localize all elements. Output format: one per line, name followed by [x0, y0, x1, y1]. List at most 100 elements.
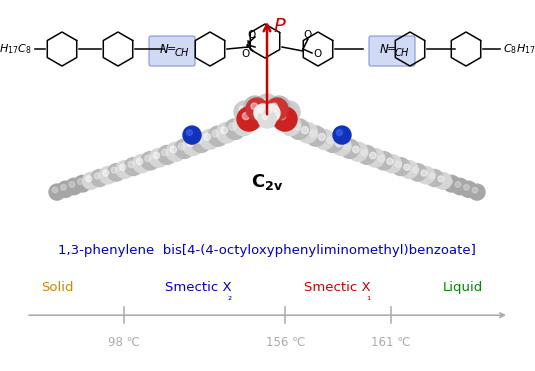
Circle shape	[116, 161, 134, 178]
Circle shape	[464, 184, 469, 190]
Circle shape	[426, 170, 443, 187]
Circle shape	[387, 158, 393, 165]
Circle shape	[395, 161, 402, 167]
Circle shape	[340, 139, 360, 158]
Circle shape	[378, 155, 385, 162]
Circle shape	[278, 112, 286, 120]
Circle shape	[111, 167, 117, 173]
Circle shape	[133, 155, 151, 173]
Circle shape	[153, 152, 159, 159]
Text: 156 ℃: 156 ℃	[266, 336, 305, 349]
Circle shape	[357, 145, 376, 164]
Circle shape	[162, 149, 168, 156]
Circle shape	[91, 170, 108, 187]
Circle shape	[283, 106, 289, 113]
Circle shape	[455, 181, 461, 187]
Text: O: O	[314, 49, 322, 59]
Circle shape	[204, 134, 211, 140]
Text: $C_8H_{17}$: $C_8H_{17}$	[503, 42, 535, 56]
Text: ₁: ₁	[366, 292, 371, 302]
Circle shape	[310, 130, 317, 137]
Circle shape	[208, 126, 228, 146]
FancyBboxPatch shape	[369, 36, 415, 66]
Circle shape	[166, 142, 185, 161]
Circle shape	[119, 164, 126, 170]
Text: Liquid: Liquid	[442, 280, 483, 294]
Circle shape	[265, 107, 285, 127]
Text: Smectic X: Smectic X	[303, 280, 370, 294]
Text: $\it{N}$: $\it{N}$	[379, 43, 389, 56]
Text: Smectic X: Smectic X	[165, 280, 232, 294]
Circle shape	[49, 184, 65, 200]
Text: 161 ℃: 161 ℃	[371, 336, 410, 349]
Circle shape	[187, 140, 194, 147]
Circle shape	[271, 109, 293, 129]
Circle shape	[276, 113, 283, 120]
Circle shape	[128, 161, 134, 167]
Circle shape	[266, 108, 271, 114]
Circle shape	[297, 122, 318, 143]
Circle shape	[246, 113, 253, 120]
Circle shape	[183, 126, 201, 144]
Circle shape	[472, 187, 478, 193]
Circle shape	[284, 119, 292, 126]
Circle shape	[315, 129, 334, 150]
Circle shape	[447, 179, 453, 184]
Circle shape	[430, 173, 435, 179]
Circle shape	[225, 119, 246, 139]
Circle shape	[145, 155, 151, 162]
Circle shape	[183, 136, 202, 155]
Circle shape	[289, 119, 309, 139]
Text: O: O	[304, 30, 312, 40]
Circle shape	[361, 149, 368, 156]
Circle shape	[278, 101, 300, 123]
Circle shape	[233, 115, 254, 135]
Circle shape	[383, 155, 401, 173]
Text: =: =	[166, 44, 175, 54]
Circle shape	[349, 142, 368, 161]
Circle shape	[262, 114, 268, 119]
Circle shape	[306, 126, 326, 146]
Circle shape	[158, 145, 177, 164]
Circle shape	[136, 158, 143, 165]
Circle shape	[237, 107, 261, 131]
Text: 98 ℃: 98 ℃	[108, 336, 140, 349]
Circle shape	[57, 181, 74, 197]
Circle shape	[216, 122, 237, 143]
Circle shape	[404, 164, 410, 170]
Circle shape	[261, 99, 268, 106]
Text: $H_{17}C_8$: $H_{17}C_8$	[0, 42, 32, 56]
Circle shape	[268, 96, 290, 118]
Text: $\mathbf{\mathit{P}}$: $\mathbf{\mathit{P}}$	[273, 17, 287, 36]
Circle shape	[192, 133, 211, 152]
Circle shape	[443, 175, 460, 192]
Circle shape	[332, 136, 351, 155]
Circle shape	[249, 101, 256, 108]
Circle shape	[262, 104, 280, 122]
Circle shape	[170, 146, 177, 153]
Circle shape	[412, 167, 418, 173]
Circle shape	[280, 115, 301, 135]
Circle shape	[78, 179, 83, 184]
Circle shape	[238, 119, 244, 126]
Circle shape	[195, 137, 202, 144]
Circle shape	[254, 112, 259, 118]
Circle shape	[124, 158, 142, 175]
Circle shape	[249, 107, 269, 127]
FancyBboxPatch shape	[149, 36, 195, 66]
Circle shape	[323, 133, 343, 152]
Circle shape	[74, 175, 91, 192]
Circle shape	[374, 152, 393, 170]
Circle shape	[434, 173, 452, 189]
Circle shape	[187, 129, 193, 135]
Circle shape	[220, 127, 227, 134]
Circle shape	[421, 170, 427, 176]
Circle shape	[409, 164, 426, 181]
Circle shape	[99, 167, 117, 184]
Circle shape	[212, 130, 219, 137]
Circle shape	[258, 110, 276, 128]
Circle shape	[270, 112, 276, 118]
Circle shape	[452, 178, 468, 195]
Circle shape	[461, 181, 477, 197]
Circle shape	[344, 143, 351, 150]
